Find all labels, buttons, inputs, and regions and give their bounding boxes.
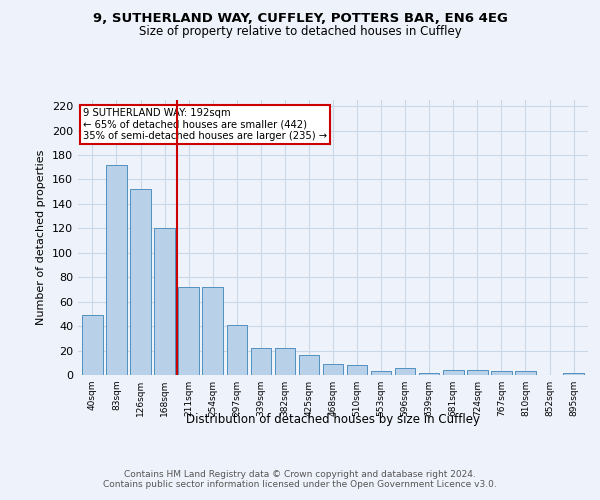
- Bar: [130, 189, 151, 375]
- Bar: [419, 372, 439, 375]
- Bar: [251, 348, 271, 375]
- Text: Distribution of detached houses by size in Cuffley: Distribution of detached houses by size …: [186, 412, 480, 426]
- Y-axis label: Number of detached properties: Number of detached properties: [37, 150, 46, 325]
- Text: 9, SUTHERLAND WAY, CUFFLEY, POTTERS BAR, EN6 4EG: 9, SUTHERLAND WAY, CUFFLEY, POTTERS BAR,…: [92, 12, 508, 26]
- Bar: [275, 348, 295, 375]
- Bar: [178, 287, 199, 375]
- Bar: [299, 356, 319, 375]
- Bar: [371, 372, 391, 375]
- Bar: [227, 325, 247, 375]
- Text: Size of property relative to detached houses in Cuffley: Size of property relative to detached ho…: [139, 25, 461, 38]
- Bar: [347, 365, 367, 375]
- Text: 9 SUTHERLAND WAY: 192sqm
← 65% of detached houses are smaller (442)
35% of semi-: 9 SUTHERLAND WAY: 192sqm ← 65% of detach…: [83, 108, 327, 142]
- Text: Contains HM Land Registry data © Crown copyright and database right 2024.
Contai: Contains HM Land Registry data © Crown c…: [103, 470, 497, 490]
- Bar: [154, 228, 175, 375]
- Bar: [202, 287, 223, 375]
- Bar: [491, 372, 512, 375]
- Bar: [82, 315, 103, 375]
- Bar: [515, 372, 536, 375]
- Bar: [563, 372, 584, 375]
- Bar: [395, 368, 415, 375]
- Bar: [443, 370, 464, 375]
- Bar: [467, 370, 488, 375]
- Bar: [106, 165, 127, 375]
- Bar: [323, 364, 343, 375]
